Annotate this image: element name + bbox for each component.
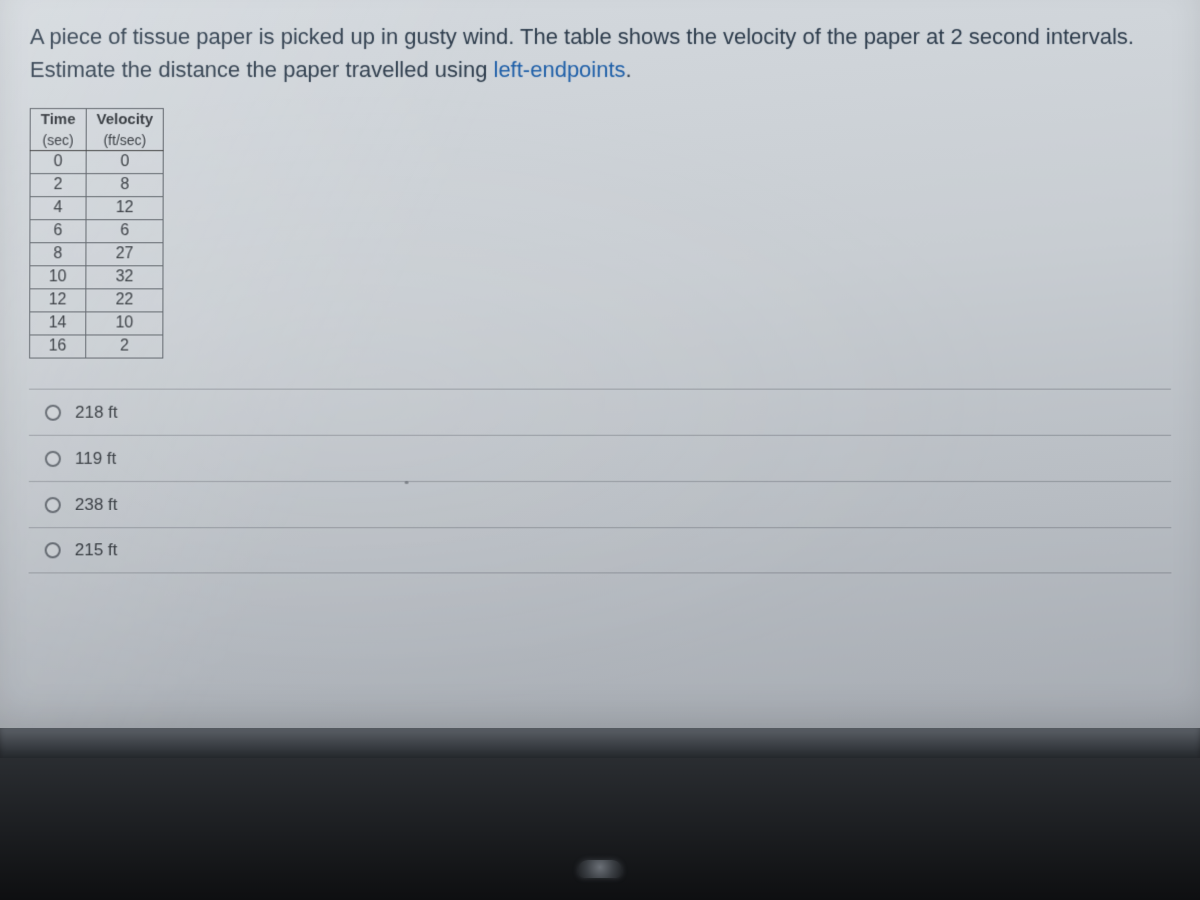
- option-215ft[interactable]: 215 ft: [29, 527, 1172, 573]
- cell-time: 4: [30, 197, 86, 220]
- cell-velocity: 6: [86, 220, 164, 243]
- cell-time: 10: [30, 266, 86, 289]
- cell-velocity: 10: [85, 312, 163, 335]
- table-header-row: Time Velocity: [30, 109, 164, 131]
- cell-velocity: 22: [86, 289, 164, 312]
- quiz-screen: A piece of tissue paper is picked up in …: [0, 0, 1200, 732]
- radio-icon: [45, 542, 61, 558]
- table-row: 412: [30, 197, 164, 220]
- table-row: 162: [30, 335, 164, 358]
- table-row: 1410: [30, 312, 164, 335]
- col-header-time: Time: [30, 109, 86, 131]
- option-label: 215 ft: [75, 540, 118, 560]
- cell-time: 12: [30, 289, 86, 312]
- col-header-velocity: Velocity: [86, 109, 164, 131]
- cell-time: 14: [30, 312, 86, 335]
- option-label: 119 ft: [75, 448, 116, 468]
- dust-speck: [405, 481, 409, 484]
- table-row: 00: [30, 151, 164, 174]
- table-units-row: (sec) (ft/sec): [30, 130, 164, 151]
- cell-velocity: 2: [85, 335, 163, 358]
- velocity-table: Time Velocity (sec) (ft/sec) 00 28 412 6…: [29, 108, 164, 358]
- option-218ft[interactable]: 218 ft: [29, 389, 1171, 435]
- unit-velocity: (ft/sec): [86, 130, 164, 151]
- radio-icon: [45, 404, 61, 420]
- desk-surface: [0, 758, 1200, 900]
- question-text: A piece of tissue paper is picked up in …: [30, 20, 1170, 86]
- unit-time: (sec): [30, 130, 86, 151]
- cell-velocity: 12: [86, 197, 164, 220]
- cell-time: 6: [30, 220, 86, 243]
- monitor-bezel: [0, 728, 1200, 758]
- cell-velocity: 0: [86, 151, 164, 174]
- left-endpoints-link[interactable]: left-endpoints: [493, 57, 625, 82]
- answer-options: 218 ft 119 ft 238 ft 215 ft: [29, 389, 1172, 574]
- cell-velocity: 32: [86, 266, 164, 289]
- radio-icon: [45, 450, 61, 466]
- webcam-icon: [578, 860, 622, 878]
- table-row: 28: [30, 174, 164, 197]
- cell-velocity: 27: [86, 243, 164, 266]
- radio-icon: [45, 497, 61, 513]
- cell-time: 16: [30, 335, 86, 358]
- option-label: 218 ft: [75, 402, 118, 422]
- table-row: 1032: [30, 266, 164, 289]
- option-119ft[interactable]: 119 ft: [29, 435, 1171, 481]
- option-238ft[interactable]: 238 ft: [29, 481, 1172, 527]
- table-row: 66: [30, 220, 164, 243]
- table-row: 827: [30, 243, 164, 266]
- table-row: 1222: [30, 289, 164, 312]
- cell-velocity: 8: [86, 174, 164, 197]
- cell-time: 8: [30, 243, 86, 266]
- cell-time: 2: [30, 174, 86, 197]
- option-label: 238 ft: [75, 495, 118, 515]
- question-post: .: [626, 57, 632, 82]
- cell-time: 0: [30, 151, 86, 174]
